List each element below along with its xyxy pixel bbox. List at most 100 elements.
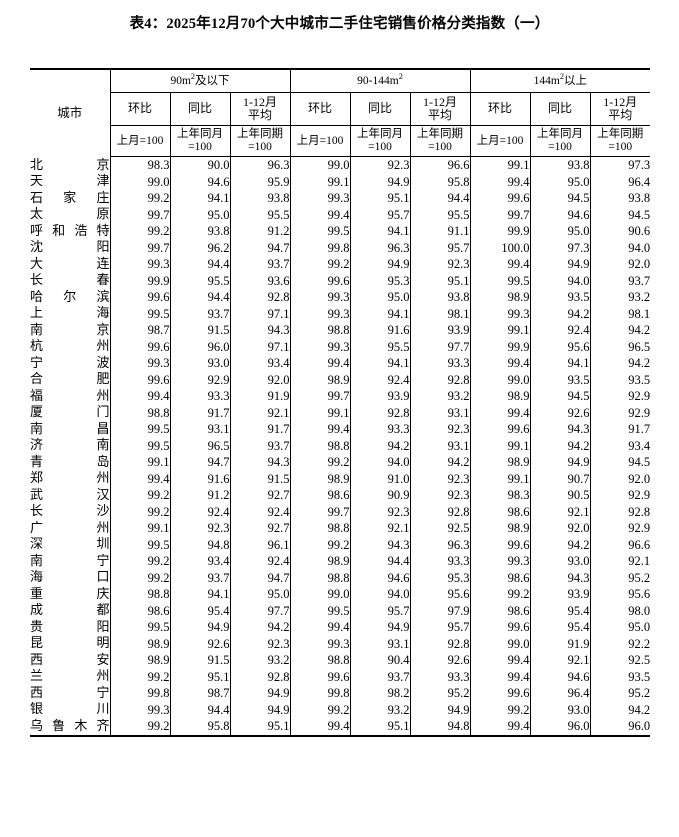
index-value-cell: 99.4 <box>110 388 171 405</box>
city-name-label: 南京 <box>30 321 110 337</box>
index-value-cell: 94.1 <box>350 305 411 322</box>
index-value-cell: 96.5 <box>170 437 231 454</box>
index-value-cell: 95.2 <box>410 685 471 702</box>
index-value-cell: 94.2 <box>410 454 471 471</box>
city-name-cell: 兰州 <box>30 668 111 685</box>
index-value-cell: 98.8 <box>290 437 351 454</box>
index-value-cell: 94.9 <box>230 685 291 702</box>
index-value-cell: 99.1 <box>470 156 531 174</box>
index-value-cell: 94.4 <box>170 289 231 306</box>
index-value-cell: 94.0 <box>530 272 591 289</box>
index-value-cell: 99.2 <box>470 701 531 718</box>
table-row: 昆明 98.9 92.6 92.3 99.3 93.1 92.8 99.0 91.9 92.2 <box>30 635 650 652</box>
city-name-label: 长春 <box>30 272 110 288</box>
table-row: 贵阳 99.5 94.9 94.2 99.4 94.9 95.7 99.6 95.4 95.0 <box>30 619 650 636</box>
index-value-cell: 93.1 <box>410 404 471 421</box>
index-value-cell: 99.4 <box>470 173 531 190</box>
base-label-line2: =100 <box>608 141 633 153</box>
index-value-cell: 95.5 <box>170 272 231 289</box>
city-name-label: 宁波 <box>30 354 110 370</box>
base-label-line1: 上年同期 <box>237 128 283 141</box>
index-value-cell: 95.8 <box>410 173 471 190</box>
index-value-cell: 91.7 <box>230 421 291 438</box>
index-value-cell: 91.2 <box>230 223 291 240</box>
table-row: 大连 99.3 94.4 93.7 99.2 94.9 92.3 99.4 94.9 92.0 <box>30 256 650 273</box>
index-value-cell: 92.8 <box>410 635 471 652</box>
index-table-container: 城市 90m2及以下 90-144m2 144m2以上 环比 同比 1-12月平 <box>30 68 651 737</box>
index-value-cell: 98.6 <box>290 487 351 504</box>
header-row-groups: 城市 90m2及以下 90-144m2 144m2以上 <box>30 68 651 157</box>
city-name-label: 哈尔滨 <box>30 288 110 304</box>
index-value-cell: 95.2 <box>628 686 651 701</box>
index-value-cell: 96.6 <box>410 156 471 174</box>
city-name-cell: 乌鲁木齐 <box>30 718 111 737</box>
table-row: 宁波 99.3 93.0 93.4 99.4 94.1 93.3 99.4 94.1 94.2 <box>30 355 650 372</box>
city-name-label: 济南 <box>30 437 110 453</box>
index-value-cell: 99.3 <box>290 190 351 207</box>
city-name-cell: 沈阳 <box>30 239 111 256</box>
table-row: 兰州 99.2 95.1 92.8 99.6 93.7 93.3 99.4 94.6 93.5 <box>30 668 650 685</box>
city-name-cell: 福州 <box>30 388 111 405</box>
index-value-cell: 94.3 <box>530 421 591 438</box>
table-row: 南宁 99.2 93.4 92.4 98.9 94.4 93.3 99.3 93.0 92.1 <box>30 553 650 570</box>
index-value-cell: 94.2 <box>530 437 591 454</box>
index-value-cell: 96.3 <box>410 536 471 553</box>
city-name-label: 天津 <box>30 173 110 189</box>
index-value-cell: 94.0 <box>628 240 651 255</box>
index-value-cell: 95.0 <box>230 586 291 603</box>
index-value-cell: 96.0 <box>530 718 591 737</box>
index-value-cell: 95.7 <box>410 239 471 256</box>
index-value-cell: 92.9 <box>628 389 651 404</box>
index-value-cell: 92.1 <box>350 520 411 537</box>
index-value-cell: 93.2 <box>628 290 651 305</box>
city-name-cell: 深圳 <box>30 536 111 553</box>
index-value-cell: 95.8 <box>170 718 231 737</box>
index-value-cell: 98.6 <box>470 569 531 586</box>
index-value-cell: 98.8 <box>290 652 351 669</box>
group-header-medium: 90-144m2 <box>289 68 471 93</box>
index-value-cell: 92.1 <box>628 554 651 569</box>
index-value-cell: 98.8 <box>110 586 171 603</box>
index-value-cell: 99.2 <box>110 569 171 586</box>
index-value-cell: 96.5 <box>628 339 651 354</box>
measure-header-avg-large: 1-12月 平均 <box>589 92 651 126</box>
group-header-large: 144m2以上 <box>469 68 651 93</box>
city-name-cell: 长春 <box>30 272 111 289</box>
index-value-cell: 99.6 <box>110 371 171 388</box>
index-value-cell: 90.0 <box>170 156 231 174</box>
city-name-cell: 北京 <box>30 156 111 174</box>
measure-header-yoy-large: 同比 <box>529 92 591 126</box>
index-value-cell: 99.3 <box>110 355 171 372</box>
index-value-cell: 93.2 <box>350 701 411 718</box>
index-value-cell: 99.6 <box>470 536 531 553</box>
index-value-cell: 99.1 <box>470 322 531 339</box>
header-row-bases: 上月=100 上年同月 =100 上年同期 =100 上月=100 上年同月 =100… <box>30 125 651 157</box>
index-value-cell: 99.4 <box>290 718 351 737</box>
city-name-cell: 昆明 <box>30 635 111 652</box>
index-value-cell: 93.7 <box>350 668 411 685</box>
index-value-cell: 99.5 <box>110 421 171 438</box>
index-value-cell: 90.4 <box>350 652 411 669</box>
page-title: 表4：2025年12月70个大中城市二手住宅销售价格分类指数（一） <box>129 16 550 32</box>
index-value-cell: 94.1 <box>170 586 231 603</box>
index-value-cell: 99.5 <box>110 305 171 322</box>
index-value-cell: 94.9 <box>350 173 411 190</box>
city-name-cell: 石家庄 <box>30 190 111 207</box>
city-name-cell: 呼和浩特 <box>30 223 111 240</box>
city-name-cell: 青岛 <box>30 454 111 471</box>
group-header-small: 90m2及以下 <box>109 68 291 93</box>
index-value-cell: 95.5 <box>350 338 411 355</box>
index-value-cell: 91.9 <box>530 635 591 652</box>
base-label-line1: 上年同期 <box>417 128 464 141</box>
index-value-cell: 92.7 <box>230 487 291 504</box>
index-value-cell: 92.3 <box>410 470 471 487</box>
index-value-cell: 95.2 <box>628 570 651 585</box>
index-value-cell: 94.5 <box>628 455 651 470</box>
table-row: 乌鲁木齐 99.2 95.8 95.1 99.4 95.1 94.8 99.4 96.0 96.0 <box>30 718 651 737</box>
index-value-cell: 93.8 <box>628 191 651 206</box>
index-value-cell: 93.2 <box>230 652 291 669</box>
index-value-cell: 99.2 <box>290 536 351 553</box>
index-value-cell: 93.2 <box>410 388 471 405</box>
index-value-cell: 93.3 <box>350 421 411 438</box>
index-value-cell: 93.8 <box>530 156 591 174</box>
